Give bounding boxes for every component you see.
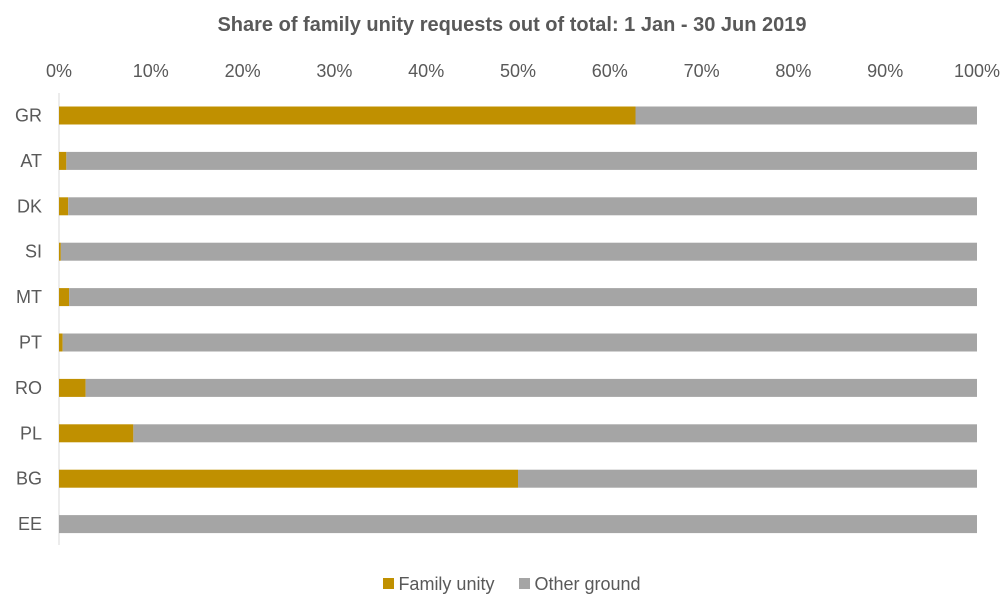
bar-segment-other-ground <box>85 378 977 397</box>
x-tick-label: 60% <box>592 61 628 81</box>
y-axis-categories: GR AT DK SI MT PT RO PL BG EE <box>15 106 42 535</box>
bar-segment-family-unity <box>59 378 86 397</box>
x-tick-label: 70% <box>684 61 720 81</box>
x-tick-label: 30% <box>316 61 352 81</box>
bars <box>59 106 978 534</box>
bar-segment-other-ground <box>635 106 977 125</box>
bar-segment-family-unity <box>59 469 518 488</box>
bar-segment-family-unity <box>59 424 134 443</box>
legend: Family unity Other ground <box>0 574 1004 595</box>
category-label: PT <box>19 333 42 353</box>
x-axis-ticks: 0% 10% 20% 30% 40% 50% 60% 70% 80% 90% 100% <box>46 61 1000 81</box>
bar-segment-family-unity <box>59 197 69 216</box>
category-label: GR <box>15 106 42 126</box>
bar-segment-family-unity <box>59 242 61 261</box>
bar-segment-other-ground <box>59 515 977 534</box>
bar-segment-other-ground <box>60 242 977 261</box>
legend-item-family-unity: Family unity <box>383 574 494 595</box>
chart-plot: 0% 10% 20% 30% 40% 50% 60% 70% 80% 90% 100% GR AT DK… <box>15 61 1000 545</box>
x-tick-label: 80% <box>775 61 811 81</box>
bar-segment-family-unity <box>59 288 70 307</box>
bar-segment-family-unity <box>59 151 67 170</box>
x-tick-label: 40% <box>408 61 444 81</box>
category-label: RO <box>15 378 42 398</box>
category-label: AT <box>20 151 42 171</box>
x-tick-label: 100% <box>954 61 1000 81</box>
x-tick-label: 50% <box>500 61 536 81</box>
x-tick-label: 20% <box>225 61 261 81</box>
category-label: EE <box>18 514 42 534</box>
category-label: MT <box>16 287 42 307</box>
legend-label-other-ground: Other ground <box>534 574 641 594</box>
category-label: PL <box>20 423 42 443</box>
legend-swatch-other-ground <box>519 578 531 589</box>
x-tick-label: 0% <box>46 61 72 81</box>
bar-segment-other-ground <box>66 151 978 170</box>
category-label: BG <box>16 469 42 489</box>
bar-segment-other-ground <box>69 288 977 307</box>
bar-segment-other-ground <box>62 333 978 352</box>
legend-item-other-ground: Other ground <box>519 574 641 595</box>
bar-segment-other-ground <box>68 197 978 216</box>
bar-segment-other-ground <box>518 469 977 488</box>
bar-segment-family-unity <box>59 333 63 352</box>
legend-label-family-unity: Family unity <box>398 574 495 594</box>
x-tick-label: 90% <box>867 61 903 81</box>
bar-segment-family-unity <box>59 106 636 125</box>
category-label: DK <box>17 196 42 216</box>
chart-title: Share of family unity requests out of to… <box>217 14 807 36</box>
category-label: SI <box>25 242 42 262</box>
legend-swatch-family-unity <box>383 578 395 589</box>
bar-segment-other-ground <box>133 424 977 443</box>
x-tick-label: 10% <box>133 61 169 81</box>
